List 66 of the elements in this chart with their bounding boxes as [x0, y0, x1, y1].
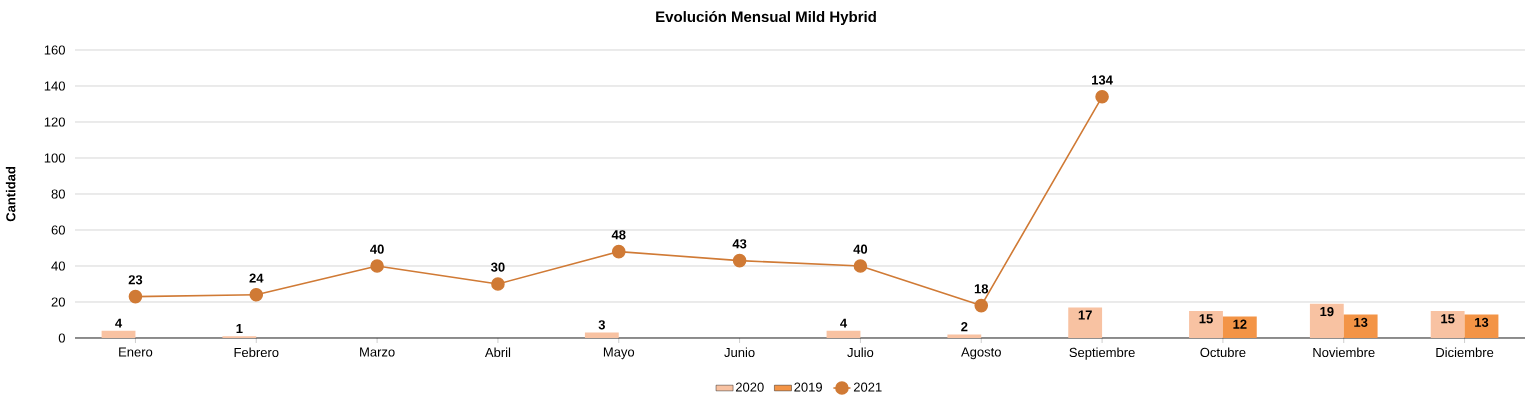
data-label: 1	[236, 324, 243, 333]
point	[853, 259, 868, 273]
legend-label: 2020	[735, 382, 764, 392]
bar	[947, 334, 982, 338]
legend-label: 2021	[853, 382, 882, 392]
data-label: 4	[840, 318, 848, 328]
data-label: 17	[1078, 310, 1092, 320]
point	[128, 289, 143, 304]
data-label: 30	[491, 262, 505, 272]
y-tick-label: 40	[51, 261, 65, 271]
point	[1095, 89, 1109, 104]
data-label: 2	[961, 322, 968, 332]
x-tick-label: Julio	[847, 347, 874, 358]
point	[974, 298, 989, 313]
bar	[1343, 314, 1378, 338]
y-tick-label: 0	[58, 333, 65, 343]
y-tick-label: 160	[44, 45, 65, 55]
x-tick-label: Enero	[119, 347, 153, 357]
data-label: 4	[115, 318, 123, 328]
data-label: 24	[249, 273, 264, 283]
y-tick-label: 120	[44, 117, 65, 127]
point	[491, 277, 505, 291]
data-label: 43	[732, 239, 747, 249]
data-label: 3	[598, 320, 605, 330]
point	[611, 244, 626, 259]
x-tick-label: Febrero	[234, 347, 279, 358]
bar	[1189, 310, 1223, 338]
data-label: 48	[611, 230, 626, 240]
x-tick-label: Noviembre	[1313, 347, 1375, 358]
bar	[1309, 303, 1344, 338]
bar	[826, 330, 861, 338]
x-tick-label: Junio	[724, 347, 755, 358]
y-tick-label: 60	[51, 225, 65, 235]
data-label: 134	[1092, 75, 1113, 85]
x-tick-label: Diciembre	[1436, 347, 1494, 358]
y-tick-label: 20	[51, 297, 65, 307]
bar	[1430, 310, 1465, 338]
point	[370, 259, 384, 273]
bar	[1068, 307, 1103, 338]
x-tick-label: Agosto	[961, 347, 1001, 360]
data-label: 15	[1199, 314, 1213, 324]
bar	[1222, 316, 1257, 338]
point	[249, 287, 264, 302]
data-label: 13	[1475, 317, 1489, 328]
x-tick-label: Mayo	[603, 347, 635, 360]
point	[732, 253, 747, 268]
x-tick-label: Octubre	[1200, 347, 1246, 358]
x-tick-label: Abril	[484, 347, 511, 358]
chart-title: Evolución Mensual Mild Hybrid	[656, 10, 876, 26]
y-tick-label: 80	[51, 189, 65, 199]
legend-label: 2019	[794, 382, 822, 392]
x-tick-label: Marzo	[360, 347, 395, 357]
data-label: 40	[853, 244, 868, 254]
bar	[584, 332, 619, 338]
x-tick-label: Septiembre	[1069, 347, 1135, 360]
data-label: 40	[370, 244, 384, 254]
y-tick-label: 100	[44, 153, 65, 163]
data-label: 13	[1354, 317, 1368, 328]
bar	[101, 330, 136, 338]
y-axis-title: Cantidad	[5, 167, 16, 222]
data-label: 19	[1320, 306, 1334, 317]
data-label: 18	[974, 284, 989, 294]
y-tick-label: 140	[44, 81, 65, 91]
data-label: 15	[1441, 314, 1455, 324]
data-label: 23	[128, 275, 143, 285]
data-label: 12	[1233, 319, 1247, 329]
